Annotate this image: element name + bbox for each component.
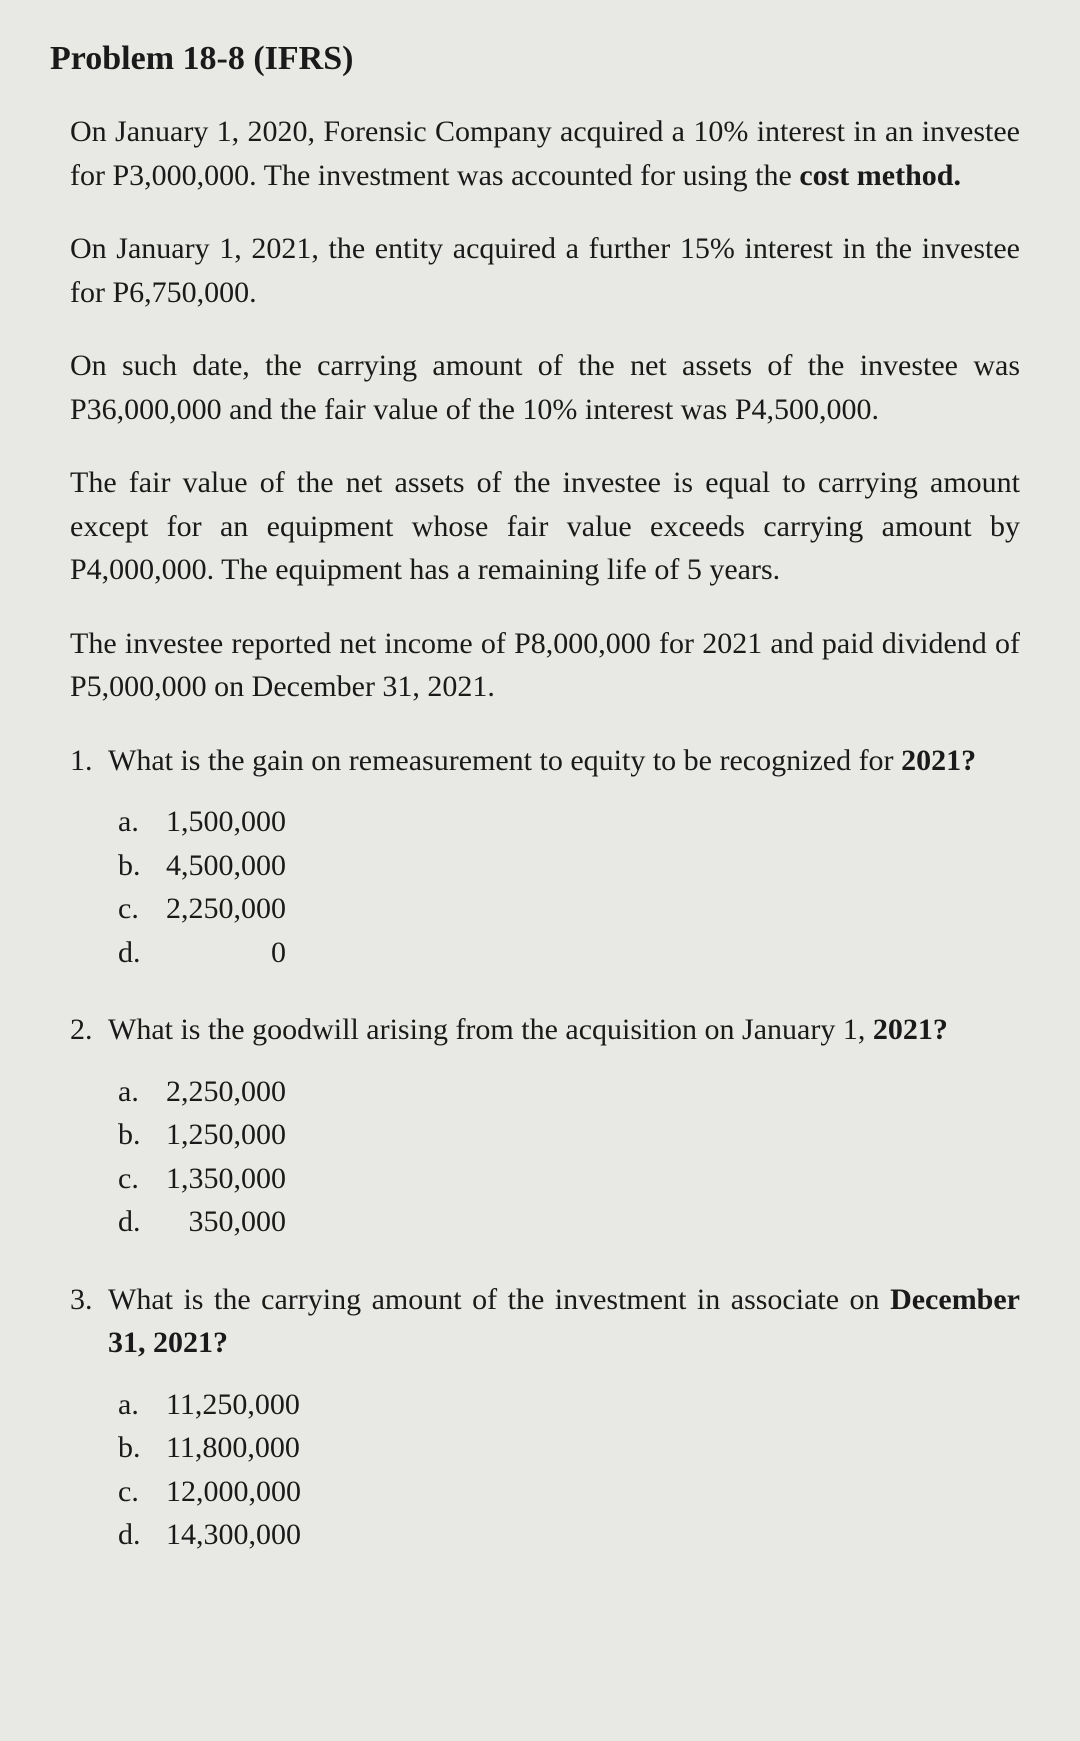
option-1b: b. 4,500,000 xyxy=(118,844,1020,888)
question-3: 3. What is the carrying amount of the in… xyxy=(70,1278,1020,1365)
option-1b-letter: b. xyxy=(118,844,166,888)
option-3c-value: 12,000,000 xyxy=(166,1470,301,1514)
option-3b: b. 11,800,000 xyxy=(118,1426,1020,1470)
option-1a-value: 1,500,000 xyxy=(166,800,286,844)
option-3d: d. 14,300,000 xyxy=(118,1513,1020,1557)
question-2-number: 2. xyxy=(70,1008,108,1052)
question-2-text: What is the goodwill arising from the ac… xyxy=(108,1008,1020,1052)
paragraph-2: On January 1, 2021, the entity acquired … xyxy=(70,227,1020,314)
option-1b-value: 4,500,000 xyxy=(166,844,286,888)
problem-title: Problem 18-8 (IFRS) xyxy=(50,40,1020,78)
question-1: 1. What is the gain on remeasurement to … xyxy=(70,739,1020,783)
question-1-text-bold: 2021? xyxy=(901,744,976,777)
option-3d-letter: d. xyxy=(118,1513,166,1557)
option-3d-value: 14,300,000 xyxy=(166,1513,301,1557)
question-1-number: 1. xyxy=(70,739,108,783)
option-2b-letter: b. xyxy=(118,1113,166,1157)
question-1-text-part: What is the gain on remeasurement to equ… xyxy=(108,744,901,777)
option-2d-value: 350,000 xyxy=(166,1200,286,1244)
option-3a-value: 11,250,000 xyxy=(166,1383,300,1427)
question-2-options: a. 2,250,000 b. 1,250,000 c. 1,350,000 d… xyxy=(118,1070,1020,1244)
option-3c-letter: c. xyxy=(118,1470,166,1514)
option-3a-letter: a. xyxy=(118,1383,166,1427)
option-2a-letter: a. xyxy=(118,1070,166,1114)
question-2: 2. What is the goodwill arising from the… xyxy=(70,1008,1020,1052)
option-2c: c. 1,350,000 xyxy=(118,1157,1020,1201)
option-1d: d. 0 xyxy=(118,931,1020,975)
option-3b-letter: b. xyxy=(118,1426,166,1470)
option-2d-letter: d. xyxy=(118,1200,166,1244)
paragraph-3: On such date, the carrying amount of the… xyxy=(70,344,1020,431)
question-1-text: What is the gain on remeasurement to equ… xyxy=(108,739,1020,783)
question-2-text-part: What is the goodwill arising from the ac… xyxy=(108,1013,873,1046)
option-3b-value: 11,800,000 xyxy=(166,1426,300,1470)
option-1c-letter: c. xyxy=(118,887,166,931)
option-1d-letter: d. xyxy=(118,931,166,975)
question-3-options: a. 11,250,000 b. 11,800,000 c. 12,000,00… xyxy=(118,1383,1020,1557)
option-2a-value: 2,250,000 xyxy=(166,1070,286,1114)
paragraph-1-bold: cost method. xyxy=(799,159,961,192)
paragraph-1: On January 1, 2020, Forensic Company acq… xyxy=(70,110,1020,197)
question-1-options: a. 1,500,000 b. 4,500,000 c. 2,250,000 d… xyxy=(118,800,1020,974)
question-2-text-bold: 2021? xyxy=(873,1013,948,1046)
option-2d: d. 350,000 xyxy=(118,1200,1020,1244)
option-2c-value: 1,350,000 xyxy=(166,1157,286,1201)
option-1c: c. 2,250,000 xyxy=(118,887,1020,931)
option-2c-letter: c. xyxy=(118,1157,166,1201)
option-1d-value: 0 xyxy=(166,931,286,975)
option-3a: a. 11,250,000 xyxy=(118,1383,1020,1427)
option-2b: b. 1,250,000 xyxy=(118,1113,1020,1157)
question-3-text-part: What is the carrying amount of the inves… xyxy=(108,1283,890,1316)
question-3-number: 3. xyxy=(70,1278,108,1365)
paragraph-4: The fair value of the net assets of the … xyxy=(70,461,1020,592)
option-1a-letter: a. xyxy=(118,800,166,844)
option-1c-value: 2,250,000 xyxy=(166,887,286,931)
option-3c: c. 12,000,000 xyxy=(118,1470,1020,1514)
paragraph-5: The investee reported net income of P8,0… xyxy=(70,622,1020,709)
option-2a: a. 2,250,000 xyxy=(118,1070,1020,1114)
option-2b-value: 1,250,000 xyxy=(166,1113,286,1157)
question-3-text: What is the carrying amount of the inves… xyxy=(108,1278,1020,1365)
option-1a: a. 1,500,000 xyxy=(118,800,1020,844)
